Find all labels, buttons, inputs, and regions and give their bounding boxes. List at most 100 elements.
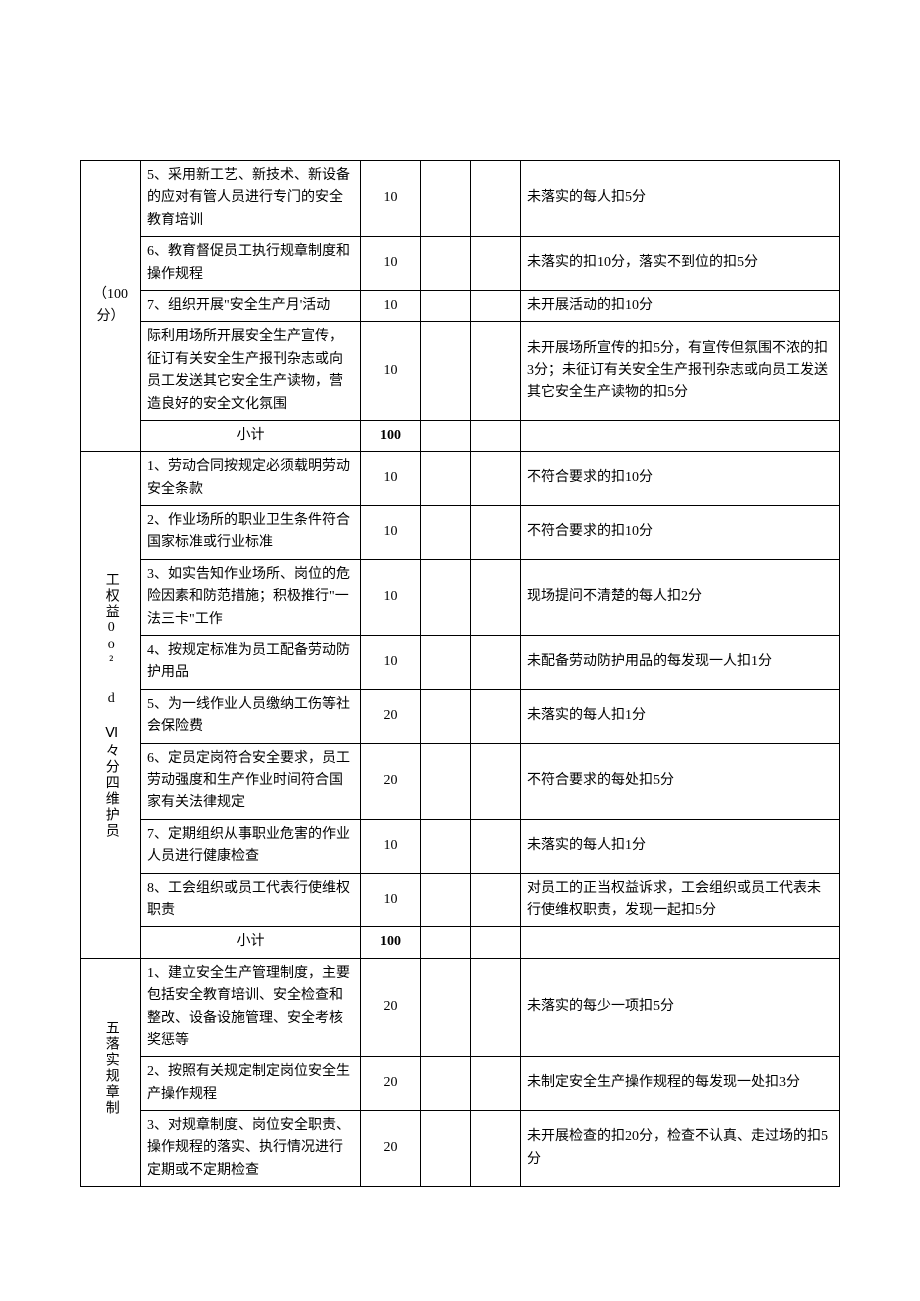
- table-row: 6、定员定岗符合安全要求，员工劳动强度和生产作业时间符合国家有关法律规定 20 …: [81, 743, 840, 819]
- empty-cell: [421, 559, 471, 635]
- desc-cell: 际利用场所开展安全生产宣传，征订有关安全生产报刊杂志或向员工发送其它安全生产读物…: [141, 322, 361, 421]
- score-cell: 10: [361, 237, 421, 291]
- score-cell: 20: [361, 1057, 421, 1111]
- category-label: 工权益0o²: [99, 572, 121, 671]
- table-row: 4、按规定标准为员工配备劳动防护用品 10 未配备劳动防护用品的每发现一人扣1分: [81, 636, 840, 690]
- empty-cell: [421, 636, 471, 690]
- desc-cell: 6、定员定岗符合安全要求，员工劳动强度和生产作业时间符合国家有关法律规定: [141, 743, 361, 819]
- subtotal-row: 小计 100: [81, 927, 840, 958]
- desc-cell: 7、定期组织从事职业危害的作业人员进行健康检查: [141, 819, 361, 873]
- table-row: 2、作业场所的职业卫生条件符合国家标准或行业标准 10 不符合要求的扣10分: [81, 506, 840, 560]
- category-header: （100分）: [81, 161, 141, 452]
- empty-cell: [421, 958, 471, 1057]
- empty-cell: [421, 290, 471, 321]
- empty-cell: [421, 873, 471, 927]
- empty-cell: [421, 927, 471, 958]
- empty-cell: [471, 322, 521, 421]
- note-cell: 未落实的扣10分，落实不到位的扣5分: [521, 237, 840, 291]
- subtotal-label: 小计: [141, 927, 361, 958]
- table-row: 2、按照有关规定制定岗位安全生产操作规程 20 未制定安全生产操作规程的每发现一…: [81, 1057, 840, 1111]
- empty-cell: [471, 873, 521, 927]
- table-row: （100分） 5、采用新工艺、新技术、新设备的应对有管人员进行专门的安全教育培训…: [81, 161, 840, 237]
- note-cell: 未落实的每人扣1分: [521, 819, 840, 873]
- table-row: 8、工会组织或员工代表行使维权职责 10 对员工的正当权益诉求，工会组织或员工代…: [81, 873, 840, 927]
- empty-cell: [471, 161, 521, 237]
- assessment-table: （100分） 5、采用新工艺、新技术、新设备的应对有管人员进行专门的安全教育培训…: [80, 160, 840, 1187]
- empty-cell: [471, 420, 521, 451]
- empty-cell: [421, 506, 471, 560]
- empty-cell: [471, 452, 521, 506]
- note-cell: 未开展场所宣传的扣5分，有宣传但氛围不浓的扣3分；未征订有关安全生产报刊杂志或向…: [521, 322, 840, 421]
- note-cell: 未开展检查的扣20分，检查不认真、走过场的扣5分: [521, 1111, 840, 1187]
- note-cell: 不符合要求的每处扣5分: [521, 743, 840, 819]
- table-row: 际利用场所开展安全生产宣传，征订有关安全生产报刊杂志或向员工发送其它安全生产读物…: [81, 322, 840, 421]
- table-row: 五落实规章制 1、建立安全生产管理制度，主要包括安全教育培训、安全检查和整改、设…: [81, 958, 840, 1057]
- desc-cell: 4、按规定标准为员工配备劳动防护用品: [141, 636, 361, 690]
- table-row: 3、如实告知作业场所、岗位的危险因素和防范措施；积极推行"一法三卡"工作 10 …: [81, 559, 840, 635]
- desc-cell: 5、为一线作业人员缴纳工伤等社会保险费: [141, 689, 361, 743]
- empty-cell: [471, 506, 521, 560]
- desc-cell: 2、作业场所的职业卫生条件符合国家标准或行业标准: [141, 506, 361, 560]
- empty-cell: [471, 1057, 521, 1111]
- note-cell: 对员工的正当权益诉求，工会组织或员工代表未行使维权职责，发现一起扣5分: [521, 873, 840, 927]
- empty-cell: [421, 452, 471, 506]
- empty-cell: [471, 958, 521, 1057]
- empty-cell: [421, 161, 471, 237]
- score-cell: 10: [361, 559, 421, 635]
- table-row: 3、对规章制度、岗位安全职责、操作规程的落实、执行情况进行定期或不定期检查 20…: [81, 1111, 840, 1187]
- note-cell: 不符合要求的扣10分: [521, 506, 840, 560]
- empty-cell: [421, 322, 471, 421]
- table-row: 工权益0o² d Ⅵ々分四维护员 1、劳动合同按规定必须载明劳动安全条款 10 …: [81, 452, 840, 506]
- empty-cell: [471, 559, 521, 635]
- empty-cell: [471, 819, 521, 873]
- score-cell: 10: [361, 322, 421, 421]
- empty-cell: [471, 743, 521, 819]
- note-cell: 未落实的每人扣5分: [521, 161, 840, 237]
- desc-cell: 8、工会组织或员工代表行使维权职责: [141, 873, 361, 927]
- category-header: 工权益0o² d Ⅵ々分四维护员: [81, 452, 141, 958]
- subtotal-row: 小计 100: [81, 420, 840, 451]
- score-cell: 10: [361, 506, 421, 560]
- empty-cell: [421, 819, 471, 873]
- subtotal-label: 小计: [141, 420, 361, 451]
- empty-cell: [421, 743, 471, 819]
- note-cell: 未开展活动的扣10分: [521, 290, 840, 321]
- table-row: 5、为一线作业人员缴纳工伤等社会保险费 20 未落实的每人扣1分: [81, 689, 840, 743]
- table-row: 6、教育督促员工执行规章制度和操作规程 10 未落实的扣10分，落实不到位的扣5…: [81, 237, 840, 291]
- desc-cell: 3、如实告知作业场所、岗位的危险因素和防范措施；积极推行"一法三卡"工作: [141, 559, 361, 635]
- note-cell: 未落实的每少一项扣5分: [521, 958, 840, 1057]
- empty-cell: [521, 927, 840, 958]
- category-label: （100分）: [93, 287, 128, 324]
- score-cell: 20: [361, 743, 421, 819]
- note-cell: 未落实的每人扣1分: [521, 689, 840, 743]
- table-row: 7、定期组织从事职业危害的作业人员进行健康检查 10 未落实的每人扣1分: [81, 819, 840, 873]
- score-cell: 20: [361, 689, 421, 743]
- subtotal-score: 100: [361, 927, 421, 958]
- desc-cell: 6、教育督促员工执行规章制度和操作规程: [141, 237, 361, 291]
- empty-cell: [421, 689, 471, 743]
- category-sublabel: d Ⅵ々分四维护员: [99, 691, 121, 839]
- note-cell: 现场提问不清楚的每人扣2分: [521, 559, 840, 635]
- empty-cell: [471, 927, 521, 958]
- empty-cell: [471, 237, 521, 291]
- desc-cell: 1、建立安全生产管理制度，主要包括安全教育培训、安全检查和整改、设备设施管理、安…: [141, 958, 361, 1057]
- empty-cell: [471, 636, 521, 690]
- note-cell: 未制定安全生产操作规程的每发现一处扣3分: [521, 1057, 840, 1111]
- score-cell: 10: [361, 290, 421, 321]
- category-label: 五落实规章制: [99, 1020, 121, 1116]
- score-cell: 10: [361, 161, 421, 237]
- subtotal-score: 100: [361, 420, 421, 451]
- desc-cell: 1、劳动合同按规定必须载明劳动安全条款: [141, 452, 361, 506]
- empty-cell: [471, 689, 521, 743]
- empty-cell: [521, 420, 840, 451]
- score-cell: 10: [361, 873, 421, 927]
- score-cell: 20: [361, 958, 421, 1057]
- empty-cell: [421, 237, 471, 291]
- note-cell: 不符合要求的扣10分: [521, 452, 840, 506]
- empty-cell: [421, 1111, 471, 1187]
- score-cell: 10: [361, 819, 421, 873]
- desc-cell: 7、组织开展"安全生产月'活动: [141, 290, 361, 321]
- empty-cell: [471, 290, 521, 321]
- table-row: 7、组织开展"安全生产月'活动 10 未开展活动的扣10分: [81, 290, 840, 321]
- desc-cell: 5、采用新工艺、新技术、新设备的应对有管人员进行专门的安全教育培训: [141, 161, 361, 237]
